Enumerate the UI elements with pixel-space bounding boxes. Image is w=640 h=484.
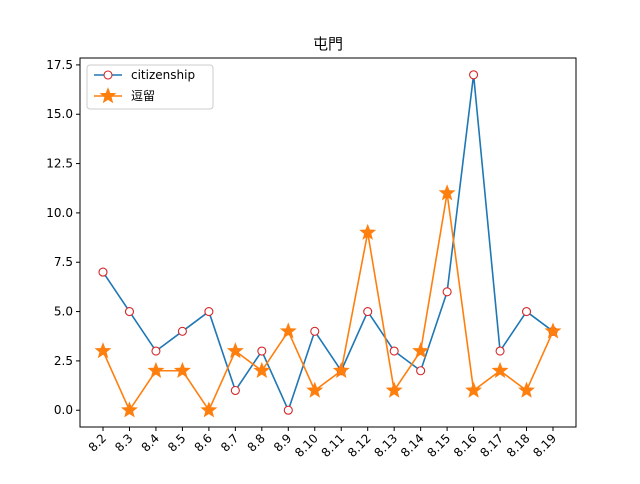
legend-item: 逗留 <box>94 87 155 104</box>
data-point <box>359 223 377 240</box>
series-line <box>102 73 554 412</box>
data-point <box>121 401 138 418</box>
legend-swatch-marker <box>99 87 117 104</box>
data-point <box>257 346 267 356</box>
x-tick-label: 8.19 <box>530 431 559 460</box>
y-tick-label: 5.0 <box>54 305 73 319</box>
series-layer <box>94 70 562 418</box>
y-tick-label: 2.5 <box>54 354 73 368</box>
x-tick-label: 8.6 <box>192 431 215 454</box>
data-point <box>253 361 271 378</box>
x-tick-label: 8.14 <box>398 431 427 460</box>
y-tick-label: 15.0 <box>46 107 73 121</box>
x-tick-label: 8.10 <box>292 431 321 460</box>
data-point <box>385 381 403 398</box>
data-point <box>306 381 324 398</box>
legend-label: citizenship <box>131 68 195 82</box>
x-tick-label: 8.16 <box>451 431 480 460</box>
data-point <box>151 346 161 356</box>
y-tick-label: 17.5 <box>46 58 73 72</box>
x-tick-label: 8.13 <box>372 431 401 460</box>
plot-frame <box>79 57 577 428</box>
data-point <box>332 361 350 378</box>
data-point <box>310 326 320 336</box>
data-point <box>94 342 112 359</box>
y-tick-label: 10.0 <box>46 206 73 220</box>
data-point <box>442 287 452 297</box>
data-point <box>363 307 373 317</box>
data-point <box>491 361 509 378</box>
data-point <box>98 267 108 277</box>
x-tick-label: 8.12 <box>345 431 374 460</box>
data-point <box>173 361 191 378</box>
y-tick-label: 0.0 <box>54 403 73 417</box>
data-point <box>147 361 165 378</box>
legend-item: citizenship <box>94 68 195 82</box>
x-tick-label: 8.3 <box>112 431 135 454</box>
y-tick-label: 12.5 <box>46 157 73 171</box>
x-tick-label: 8.9 <box>271 431 294 454</box>
x-tick-label: 8.18 <box>504 431 533 460</box>
chart-title: 屯門 <box>313 35 343 53</box>
data-point <box>416 366 426 376</box>
data-point <box>518 381 535 398</box>
data-point <box>204 307 214 317</box>
series-1 <box>98 70 558 415</box>
data-point <box>495 346 505 356</box>
plot-area <box>80 58 576 427</box>
x-tick-label: 8.5 <box>165 431 188 454</box>
data-point <box>283 405 293 415</box>
data-point <box>226 342 244 359</box>
x-tick-label: 8.8 <box>245 431 268 454</box>
data-point <box>469 70 479 80</box>
data-point <box>521 307 532 317</box>
data-point <box>124 307 135 317</box>
x-tick-label: 8.7 <box>218 431 241 454</box>
x-tick-label: 8.11 <box>319 431 348 460</box>
x-tick-label: 8.15 <box>424 431 453 460</box>
data-point <box>412 342 430 359</box>
data-point <box>279 322 297 339</box>
series-2 <box>94 184 562 418</box>
data-point <box>200 401 218 418</box>
data-point <box>389 346 399 356</box>
legend-swatch-marker <box>103 70 113 80</box>
data-point <box>438 184 456 201</box>
legend: citizenship 逗留 <box>86 64 214 110</box>
y-tick-label: 7.5 <box>54 255 73 269</box>
legend-label: 逗留 <box>131 89 155 103</box>
legend-frame <box>86 64 214 110</box>
x-tick-label: 8.2 <box>86 431 109 454</box>
data-point <box>544 322 562 339</box>
data-point <box>230 385 240 396</box>
x-tick-label: 8.4 <box>139 431 162 454</box>
data-point <box>465 381 483 398</box>
x-tick-label: 8.17 <box>477 431 506 460</box>
data-point <box>177 326 187 336</box>
